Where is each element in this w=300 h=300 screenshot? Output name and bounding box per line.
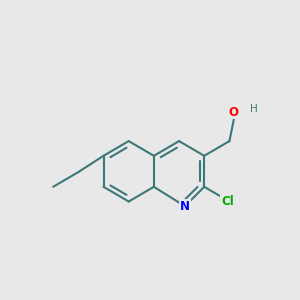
Text: H: H: [250, 103, 258, 113]
Text: Cl: Cl: [221, 195, 234, 208]
Text: O: O: [228, 106, 238, 119]
Text: N: N: [180, 200, 190, 213]
